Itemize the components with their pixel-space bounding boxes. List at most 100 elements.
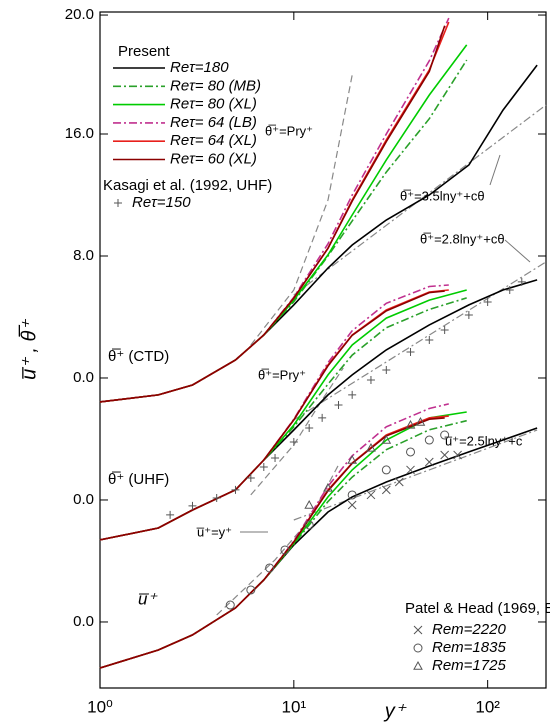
marker bbox=[440, 325, 449, 334]
legend-title: Patel & Head (1969, Exp.) bbox=[405, 600, 550, 617]
marker bbox=[225, 600, 235, 610]
marker bbox=[289, 438, 298, 447]
marker bbox=[381, 485, 391, 495]
reference-line bbox=[250, 367, 344, 496]
reference-line bbox=[216, 464, 340, 616]
annotation: u̅⁺=y⁺ bbox=[196, 524, 232, 539]
y-tick-label: 16.0 bbox=[65, 125, 94, 142]
marker bbox=[305, 424, 314, 432]
annotation: θ̅⁺=Pry⁺ bbox=[258, 367, 306, 382]
marker bbox=[406, 348, 415, 357]
marker bbox=[166, 510, 175, 519]
marker bbox=[464, 311, 473, 320]
marker bbox=[425, 336, 434, 345]
group-label: θ̅⁺ (CTD) bbox=[108, 348, 169, 365]
y-tick-label: 8.0 bbox=[73, 247, 94, 264]
marker bbox=[440, 450, 450, 460]
y-tick-label: 0.0 bbox=[73, 369, 94, 386]
marker bbox=[453, 450, 462, 460]
group-label: u̅⁺ bbox=[138, 589, 158, 608]
marker bbox=[405, 419, 416, 429]
annotation-arrows bbox=[240, 154, 531, 533]
marker bbox=[394, 477, 404, 487]
marker bbox=[366, 442, 376, 452]
x-tick-label: 10⁰ bbox=[87, 697, 113, 716]
marker bbox=[246, 585, 256, 595]
marker bbox=[483, 298, 492, 307]
series-line bbox=[99, 290, 445, 541]
marker bbox=[381, 465, 391, 475]
marker bbox=[413, 643, 423, 653]
legend-label: Reτ=150 bbox=[132, 194, 191, 211]
legend-label: Reτ= 80 (XL) bbox=[170, 96, 257, 113]
series-line bbox=[99, 417, 445, 669]
marker bbox=[424, 435, 434, 445]
marker bbox=[413, 660, 423, 670]
marker bbox=[280, 545, 290, 555]
series-line bbox=[99, 411, 467, 669]
series-line bbox=[99, 25, 446, 403]
legend-title: Kasagi et al. (1992, UHF) bbox=[103, 177, 272, 194]
marker bbox=[323, 482, 333, 492]
series-line bbox=[99, 289, 467, 541]
reference-line bbox=[293, 429, 538, 521]
series-line bbox=[99, 297, 467, 541]
x-tick-label: 10² bbox=[475, 697, 500, 716]
marker bbox=[265, 563, 275, 573]
y-tick-label: 0.0 bbox=[73, 613, 94, 630]
marker bbox=[334, 400, 343, 409]
annotation: θ̅⁺=Pry⁺ bbox=[265, 123, 313, 138]
marker bbox=[366, 490, 376, 500]
marker bbox=[415, 417, 426, 426]
marker bbox=[347, 500, 357, 510]
legend-label: Reτ= 80 (MB) bbox=[170, 77, 261, 94]
legend-label: Rem=1725 bbox=[432, 657, 506, 674]
series-line bbox=[99, 403, 449, 669]
marker bbox=[381, 435, 392, 444]
y-tick-label: 20.0 bbox=[65, 6, 94, 23]
legend-label: Rem=2220 bbox=[432, 621, 506, 638]
marker bbox=[259, 463, 268, 472]
marker bbox=[114, 199, 122, 207]
annotation: θ̅⁺=2.8lny⁺+cθ bbox=[420, 231, 505, 246]
marker bbox=[304, 499, 315, 509]
marker bbox=[347, 454, 358, 464]
legend-label: Reτ=180 bbox=[170, 59, 229, 76]
marker bbox=[406, 447, 416, 457]
marker bbox=[517, 277, 526, 286]
marker bbox=[413, 625, 423, 635]
legend-label: Reτ= 64 (XL) bbox=[170, 132, 257, 149]
series-line bbox=[99, 279, 538, 541]
marker bbox=[348, 390, 357, 399]
series-line bbox=[99, 21, 450, 403]
legend-title: Present bbox=[118, 43, 171, 60]
marker bbox=[304, 520, 314, 530]
reference-line bbox=[293, 261, 547, 421]
marker bbox=[318, 413, 327, 422]
series-line bbox=[99, 415, 449, 669]
marker bbox=[424, 457, 434, 467]
marker bbox=[366, 375, 375, 384]
marker bbox=[188, 501, 197, 510]
group-label: θ̅⁺ (UHF) bbox=[108, 471, 169, 488]
reference-line bbox=[250, 74, 353, 346]
series-line bbox=[99, 289, 449, 541]
marker bbox=[212, 493, 221, 502]
reference-line bbox=[293, 104, 547, 296]
marker bbox=[440, 430, 450, 440]
annotation: u̅⁺=2.5lny⁺+c bbox=[444, 433, 522, 448]
marker bbox=[382, 366, 391, 375]
x-axis-label: y⁺ bbox=[383, 700, 407, 722]
plot-frame bbox=[99, 11, 547, 689]
marker bbox=[505, 285, 514, 294]
marker bbox=[231, 485, 240, 494]
legend-label: Reτ= 60 (XL) bbox=[170, 150, 257, 167]
annotation: θ̅⁺=3.5lny⁺+cθ bbox=[400, 188, 485, 203]
marker bbox=[271, 454, 280, 463]
legend-label: Reτ= 64 (LB) bbox=[170, 114, 257, 131]
marker bbox=[347, 490, 357, 500]
marker bbox=[406, 465, 415, 475]
x-tick-label: 10¹ bbox=[282, 697, 307, 716]
y-axis-label: u̅⁺ , θ̅⁺ bbox=[17, 319, 40, 380]
